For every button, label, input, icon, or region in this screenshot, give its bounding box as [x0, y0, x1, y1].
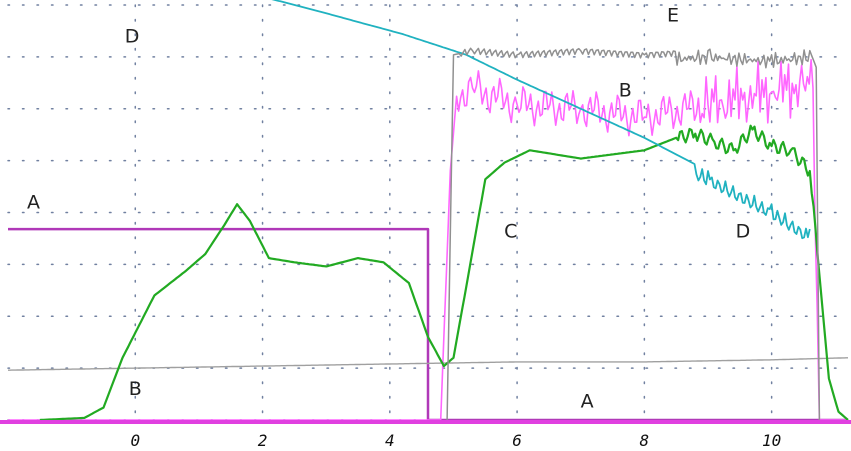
trace-label: A	[581, 391, 594, 413]
trace-label: D	[736, 220, 751, 242]
x-tick-label: 6	[512, 431, 522, 450]
x-tick-label: 2	[258, 431, 268, 450]
series-d	[271, 0, 811, 240]
x-tick-label: 8	[640, 431, 650, 450]
trace-labels: D E B A C D B A	[27, 5, 750, 413]
traces	[8, 0, 849, 422]
trace-label: A	[27, 191, 40, 213]
series-e	[446, 47, 821, 421]
trace-label: B	[619, 79, 632, 101]
x-tick-labels: 0 2 4 6 8 10	[130, 431, 781, 450]
trace-label: B	[129, 378, 142, 400]
x-tick-label: 10	[762, 431, 781, 450]
x-tick-label: 4	[385, 431, 395, 450]
x-tick-label: 0	[130, 431, 140, 450]
trace-label: E	[667, 5, 679, 27]
series-b-low	[8, 357, 848, 371]
trace-label: C	[504, 220, 517, 242]
series-c	[39, 124, 849, 422]
trace-label: D	[125, 25, 140, 47]
